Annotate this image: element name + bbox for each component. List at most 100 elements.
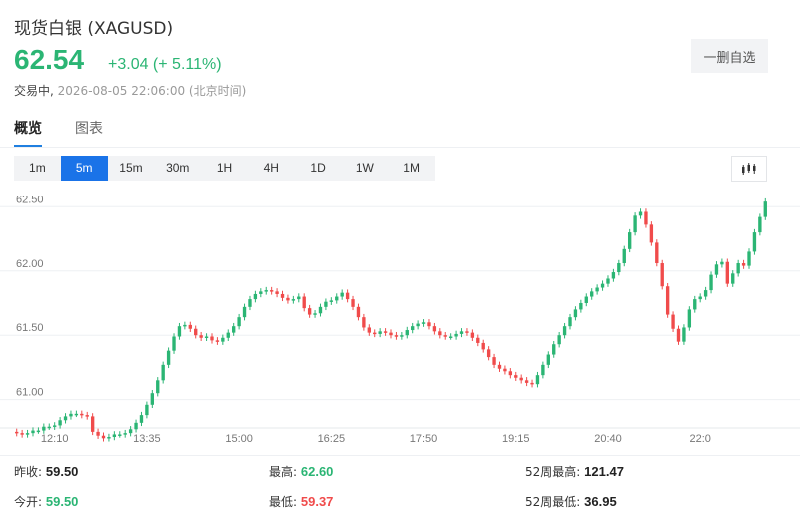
candle-body [633,215,637,233]
candle-body [465,331,469,333]
candle-body [183,324,187,327]
candle-body [329,300,334,302]
tab-chart[interactable]: 图表 [75,121,103,137]
candle-body [459,331,464,334]
candle-body [20,433,24,435]
candle-body [248,299,252,307]
period-1m[interactable]: 1M [403,161,420,175]
stat-52w-high: 52周最高: 121.47 [525,463,624,480]
stat-high: 最高: 62.60 [269,463,333,480]
candle-body [302,296,306,309]
period-4h[interactable]: 4H [263,161,279,175]
candle-body [476,337,480,343]
candle-body [15,431,19,434]
candle-body [714,264,719,275]
candle-body [568,317,572,327]
stat-open: 今开: 59.50 [14,493,78,510]
stat-label: 52周最高: [525,465,581,479]
period-5m[interactable]: 5m [60,156,108,181]
candle-body [448,336,453,338]
candle-body [524,380,529,383]
candle-body [47,426,51,429]
candle-body [519,377,523,381]
candle-body [253,293,258,300]
price-change: +3.04 (+ 5.11%) [108,56,222,73]
candle-body [758,216,762,233]
candle-body [606,278,610,284]
x-tick-label: 22:0 [689,433,710,445]
candle-body [394,335,399,337]
x-tick-label: 15:00 [225,433,253,445]
candle-body [514,375,518,378]
period-1m[interactable]: 1m [29,161,46,175]
candle-body [503,368,507,372]
candle-body [676,328,681,342]
y-tick-label: 61.50 [16,322,44,334]
remove-watchlist-button[interactable]: 一删自选 [691,39,768,73]
chart-type-button[interactable] [731,156,767,182]
candle-body [242,306,247,318]
candle-body [90,416,95,432]
candle-body [600,283,605,288]
candle-body [107,437,111,439]
candle-body [655,242,659,264]
candle-body [215,340,220,342]
candle-body [725,261,729,284]
stat-label: 昨收: [14,465,43,479]
price-chart[interactable]: 62.50 62.00 61.50 61.00 12:10 13:35 15:00 16:25… [0,196,800,448]
tab-overview[interactable]: 概览 [14,121,42,137]
candle-body [134,422,138,430]
candle-body [318,306,323,314]
candle-body [280,293,285,298]
stat-low: 最低: 59.37 [269,493,333,510]
candle-body [486,349,491,358]
candle-body [226,332,230,338]
candle-body [177,326,182,337]
candle-body [259,291,263,294]
period-1w[interactable]: 1W [355,161,374,175]
stat-value: 59.50 [45,494,79,509]
candle-body [25,433,30,435]
stat-prev-close: 昨收: 59.50 [14,463,78,480]
candle-body [74,413,79,416]
candle-body [128,429,133,434]
candle-body [237,317,241,327]
candle-body [454,333,458,337]
candle-body [232,326,236,333]
candle-body [557,335,561,345]
candle-body [31,430,35,434]
period-30m[interactable]: 30m [166,161,190,175]
candle-body [324,301,328,307]
candle-body [481,342,485,350]
candle-body [638,211,643,216]
candle-body [221,337,225,342]
candle-body [492,357,496,365]
candle-body [720,261,724,265]
candle-body [709,274,713,291]
candle-body [405,330,409,336]
status-timestamp: 2026-08-05 22:06:00 (北京时间) [57,84,247,98]
candle-body [307,308,312,315]
trading-status: 交易中, 2026-08-05 22:06:00 (北京时间) [14,82,246,99]
candle-body [291,299,296,301]
period-1d[interactable]: 1D [310,161,326,175]
candle-body [687,309,692,328]
candle-body [172,336,176,351]
period-15m[interactable]: 15m [119,161,143,175]
candle-body [584,296,588,303]
stat-value: 59.50 [45,464,79,479]
candle-body [345,292,350,300]
candle-body [264,290,268,292]
candle-body [53,425,57,427]
period-selector: 1m 5m 15m 30m 1H 4H 1D 1W 1M [14,156,435,181]
stats-divider [0,455,800,456]
candle-body [85,415,89,417]
stat-52w-low: 52周最低: 36.95 [525,493,617,510]
candle-body [123,433,127,435]
period-1h[interactable]: 1H [216,161,233,175]
candle-body [161,364,165,381]
candle-body [421,322,426,324]
candle-body [297,296,301,300]
candle-body [590,291,594,297]
candle-body [541,364,545,376]
